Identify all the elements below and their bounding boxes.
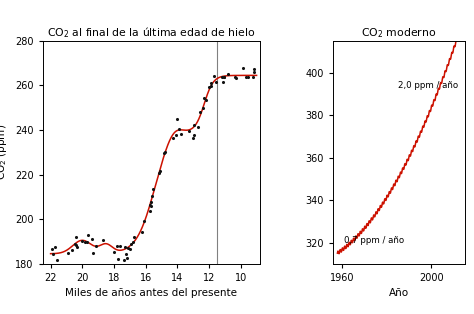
Point	[172, 133, 180, 138]
Point	[73, 235, 80, 240]
Point	[82, 240, 89, 245]
Point	[148, 193, 155, 198]
Title: CO$_2$ moderno: CO$_2$ moderno	[361, 27, 437, 41]
Point	[207, 84, 215, 89]
Point	[121, 245, 128, 250]
Point	[189, 135, 197, 140]
Point	[212, 79, 219, 84]
Point	[100, 238, 107, 243]
Point	[156, 169, 164, 174]
Point	[199, 106, 207, 111]
Point	[92, 243, 100, 248]
Point	[131, 234, 138, 239]
Y-axis label: CO$_2$ (ppm): CO$_2$ (ppm)	[0, 124, 9, 180]
Text: 2,0 ppm / año: 2,0 ppm / año	[398, 81, 458, 90]
Point	[146, 202, 154, 207]
Title: CO$_2$ al final de la última edad de hielo: CO$_2$ al final de la última edad de hie…	[47, 26, 255, 41]
Point	[147, 200, 155, 205]
Point	[123, 252, 130, 257]
Point	[114, 256, 121, 261]
Point	[232, 75, 240, 80]
Point	[49, 252, 56, 257]
Point	[146, 208, 154, 213]
Point	[250, 67, 258, 72]
Point	[51, 245, 59, 250]
Point	[169, 135, 176, 140]
Point	[173, 117, 181, 122]
Point	[161, 149, 169, 154]
Point	[249, 74, 256, 79]
Point	[202, 97, 210, 102]
Point	[220, 74, 228, 79]
Point	[141, 218, 148, 223]
Point	[124, 246, 132, 251]
Point	[231, 74, 239, 79]
Point	[176, 127, 183, 132]
X-axis label: Año: Año	[389, 288, 409, 298]
Point	[190, 123, 198, 128]
Point	[205, 84, 213, 89]
Point	[73, 245, 81, 250]
Point	[88, 236, 96, 241]
Text: 0,7 ppm / año: 0,7 ppm / año	[344, 236, 404, 245]
Point	[89, 251, 97, 256]
Point	[110, 250, 118, 255]
Point	[207, 80, 215, 85]
Point	[147, 203, 155, 208]
Point	[194, 124, 202, 129]
Point	[244, 75, 252, 80]
Point	[116, 244, 123, 249]
X-axis label: Miles de años antes del presente: Miles de años antes del presente	[65, 288, 237, 298]
Point	[239, 65, 246, 70]
Point	[250, 69, 258, 74]
Point	[242, 74, 250, 79]
Point	[73, 243, 80, 248]
Point	[138, 230, 146, 235]
Point	[113, 243, 120, 248]
Point	[129, 240, 137, 245]
Point	[54, 257, 61, 262]
Point	[83, 240, 91, 245]
Point	[224, 72, 232, 77]
Point	[71, 241, 79, 246]
Point	[78, 239, 86, 244]
Point	[64, 250, 71, 255]
Point	[123, 255, 131, 260]
Point	[120, 257, 128, 262]
Point	[190, 133, 197, 138]
Point	[220, 74, 228, 79]
Point	[177, 132, 185, 137]
Point	[128, 242, 135, 247]
Point	[201, 95, 208, 100]
Point	[185, 129, 193, 134]
Point	[84, 233, 92, 238]
Point	[126, 246, 134, 252]
Point	[68, 248, 75, 253]
Point	[219, 79, 227, 84]
Point	[219, 74, 226, 79]
Point	[160, 151, 168, 156]
Point	[48, 246, 55, 252]
Point	[150, 187, 157, 192]
Point	[197, 110, 204, 115]
Point	[210, 73, 218, 78]
Point	[155, 170, 163, 175]
